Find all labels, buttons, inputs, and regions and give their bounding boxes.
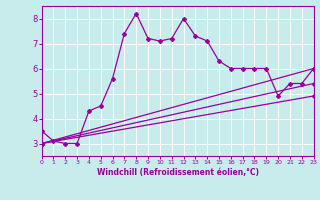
X-axis label: Windchill (Refroidissement éolien,°C): Windchill (Refroidissement éolien,°C) xyxy=(97,168,259,177)
